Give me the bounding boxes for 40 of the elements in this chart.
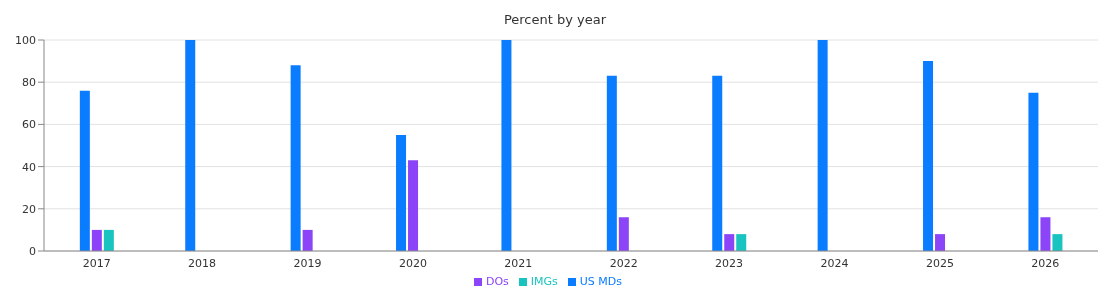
bar bbox=[501, 40, 512, 251]
bar bbox=[1040, 217, 1051, 251]
bar bbox=[302, 229, 313, 251]
bar bbox=[79, 90, 90, 251]
bar bbox=[724, 234, 735, 251]
y-tick-label: 0 bbox=[29, 244, 36, 258]
y-tick-label: 40 bbox=[22, 160, 36, 174]
x-tick-label: 2022 bbox=[609, 256, 638, 270]
x-tick-label: 2023 bbox=[715, 256, 744, 270]
bar bbox=[1028, 92, 1039, 251]
bar bbox=[396, 134, 407, 251]
bar bbox=[91, 229, 102, 251]
legend-label: DOs bbox=[485, 275, 509, 288]
bar bbox=[1052, 234, 1063, 251]
bar bbox=[290, 65, 301, 251]
x-tick-label: 2017 bbox=[82, 256, 111, 270]
bar bbox=[817, 40, 828, 251]
x-tick-label: 2025 bbox=[925, 256, 954, 270]
y-tick-label: 80 bbox=[22, 76, 36, 90]
bar bbox=[103, 229, 114, 251]
x-tick-label: 2021 bbox=[504, 256, 533, 270]
bar bbox=[923, 61, 934, 251]
bar bbox=[606, 75, 617, 251]
bar bbox=[185, 40, 196, 251]
x-tick-label: 2026 bbox=[1031, 256, 1060, 270]
x-tick-label: 2019 bbox=[293, 256, 322, 270]
bar bbox=[712, 75, 723, 251]
y-tick-label: 100 bbox=[15, 33, 36, 47]
x-tick-label: 2018 bbox=[188, 256, 217, 270]
chart-title: Percent by year bbox=[502, 11, 608, 29]
y-tick-label: 60 bbox=[22, 118, 36, 132]
legend-label: IMGs bbox=[530, 275, 558, 288]
x-tick-label: 2024 bbox=[820, 256, 849, 270]
y-tick-label: 20 bbox=[22, 202, 36, 216]
bar bbox=[935, 234, 946, 251]
legend-label: US MDs bbox=[579, 275, 623, 288]
bar bbox=[618, 217, 629, 251]
bar bbox=[408, 160, 419, 251]
x-tick-label: 2020 bbox=[398, 256, 427, 270]
bar bbox=[736, 234, 747, 251]
